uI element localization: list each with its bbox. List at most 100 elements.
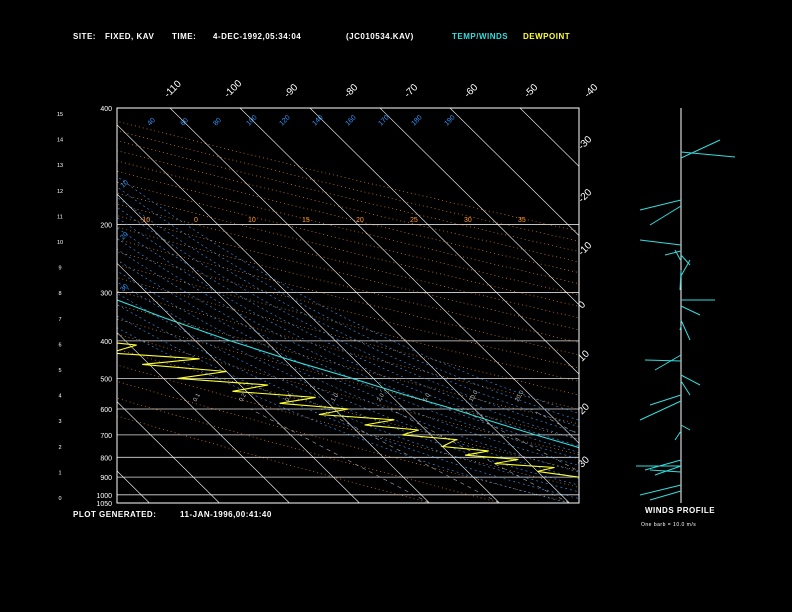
legend-temp: TEMP/WINDS bbox=[452, 32, 509, 41]
wind-barb bbox=[649, 490, 682, 501]
height-tick-label: 8 bbox=[58, 291, 61, 297]
wind-barb bbox=[679, 269, 682, 291]
isotherm-line bbox=[117, 262, 360, 503]
height-tick-label: 2 bbox=[58, 445, 61, 451]
isotherm-line bbox=[117, 193, 430, 503]
wind-barb bbox=[654, 354, 682, 371]
isotherm-line bbox=[239, 108, 579, 444]
theta-label: 0 bbox=[194, 217, 198, 224]
moist-adiabat-label: 120 bbox=[278, 114, 291, 127]
pressure-tick-label: 900 bbox=[100, 475, 112, 482]
wind-barb bbox=[644, 359, 682, 362]
height-tick-label: 9 bbox=[58, 266, 61, 272]
mixing-ratio-label: 5.0 bbox=[423, 392, 433, 403]
dry-adiabat-line bbox=[117, 130, 579, 242]
plot-generated-value: 11-JAN-1996,00:41:40 bbox=[180, 510, 272, 519]
height-tick-label: 14 bbox=[57, 138, 63, 144]
legend-dewpoint: DEWPOINT bbox=[523, 32, 571, 41]
height-tick-label: 4 bbox=[58, 394, 61, 400]
site-value: FIXED, KAV bbox=[105, 32, 155, 41]
pressure-tick-label: 500 bbox=[100, 376, 112, 383]
height-tick-label: 3 bbox=[58, 419, 61, 425]
pressure-tick-label: 800 bbox=[100, 455, 112, 462]
dry-adiabat-line bbox=[117, 415, 431, 503]
moist-adiabat-line bbox=[117, 315, 579, 499]
height-tick-label: 6 bbox=[58, 342, 61, 348]
top-temp-label: -40 bbox=[582, 82, 600, 100]
pressure-tick-label: 600 bbox=[100, 407, 112, 414]
mixing-ratio-label: 0.2 bbox=[239, 392, 249, 403]
wind-barb bbox=[680, 305, 701, 316]
isotherm-line bbox=[169, 108, 570, 503]
mixing-ratio-label: 0.4 bbox=[285, 392, 295, 403]
isotherm-line bbox=[117, 401, 220, 503]
wind-barb bbox=[639, 239, 682, 246]
theta-label: 25 bbox=[410, 217, 418, 224]
moist-adiabat-line bbox=[117, 248, 579, 460]
height-tick-label: 11 bbox=[57, 214, 63, 220]
mixing-ratio-line bbox=[250, 408, 430, 503]
height-tick-label: 13 bbox=[57, 163, 63, 169]
isotherm-line bbox=[449, 108, 579, 236]
moist-adiabat-label: 30 bbox=[119, 283, 130, 294]
mixing-ratio-line bbox=[460, 408, 579, 472]
mixing-ratio-label: 2.0 bbox=[377, 392, 387, 403]
time-value: 4-DEC-1992,05:34:04 bbox=[213, 32, 302, 41]
top-temp-label: -50 bbox=[522, 82, 540, 100]
theta-label: 15 bbox=[302, 217, 310, 224]
mixing-ratio-label: 10.0 bbox=[469, 389, 480, 403]
isotherm-line bbox=[117, 332, 290, 503]
dry-adiabat-line bbox=[117, 333, 579, 455]
isotherm-line bbox=[590, 108, 792, 503]
moist-adiabat-label: 10 bbox=[119, 179, 130, 190]
wind-barb bbox=[680, 259, 691, 277]
height-tick-label: 12 bbox=[57, 189, 63, 195]
height-tick-label: 0 bbox=[58, 496, 61, 502]
moist-adiabat-label: 20 bbox=[119, 231, 130, 242]
theta-label: 35 bbox=[518, 217, 526, 224]
moist-adiabat-line bbox=[117, 270, 579, 473]
pressure-tick-label: 400 bbox=[100, 339, 112, 346]
mixing-ratio-line bbox=[586, 409, 765, 503]
moist-adiabat-line bbox=[117, 327, 570, 503]
moist-adiabat-label: 60 bbox=[179, 117, 190, 128]
winds-profile-title: WINDS PROFILE bbox=[645, 506, 716, 515]
moist-adiabat-label: 160 bbox=[344, 114, 357, 127]
dry-adiabat-line bbox=[117, 181, 579, 296]
site-label: SITE: bbox=[73, 32, 96, 41]
dry-adiabat-line bbox=[117, 364, 579, 488]
top-temp-label: -90 bbox=[282, 82, 300, 100]
height-tick-label: 15 bbox=[57, 112, 63, 118]
mixing-ratio-line bbox=[635, 409, 792, 503]
wind-barb bbox=[679, 325, 682, 331]
top-temp-label: -110 bbox=[162, 78, 184, 100]
pressure-tick-label: 200 bbox=[100, 222, 112, 229]
mixing-ratio-line bbox=[698, 409, 792, 503]
isotherm-line bbox=[309, 108, 579, 375]
wind-barb bbox=[674, 430, 682, 441]
mixing-ratio-label: 20.0 bbox=[515, 389, 526, 403]
pressure-tick-label: 1050 bbox=[96, 501, 112, 508]
moist-adiabat-line bbox=[117, 227, 579, 447]
wind-barb bbox=[639, 484, 682, 496]
wind-barb bbox=[664, 250, 682, 256]
wind-barb bbox=[680, 374, 701, 386]
moist-adiabat-label: 170 bbox=[377, 114, 390, 127]
time-label: TIME: bbox=[172, 32, 197, 41]
height-tick-label: 5 bbox=[58, 368, 61, 374]
moist-adiabat-line bbox=[117, 206, 579, 434]
wind-barb bbox=[674, 249, 682, 262]
moist-adiabat-label: 140 bbox=[311, 114, 324, 127]
plot-frame bbox=[116, 107, 580, 504]
isotherm-line bbox=[379, 108, 579, 306]
wind-barb bbox=[680, 380, 691, 396]
theta-label: 10 bbox=[248, 217, 256, 224]
mixing-ratio-line bbox=[320, 408, 500, 503]
wind-barb bbox=[680, 424, 691, 431]
dewpoint-profile bbox=[117, 342, 579, 478]
isotherm-line bbox=[519, 108, 579, 167]
wind-barb bbox=[654, 465, 682, 476]
theta-label: -10 bbox=[140, 217, 150, 224]
